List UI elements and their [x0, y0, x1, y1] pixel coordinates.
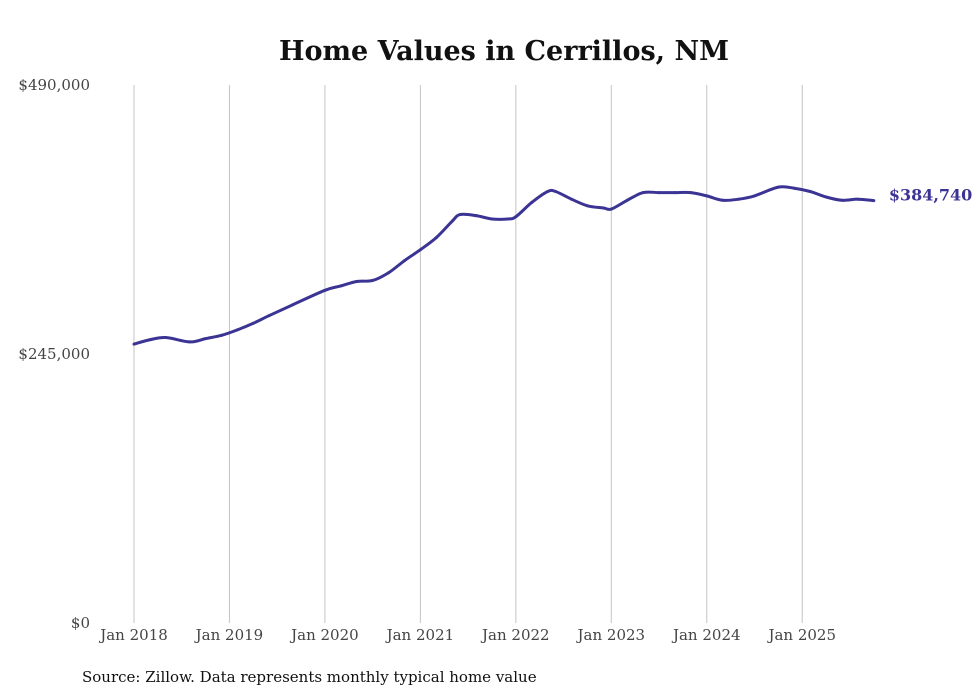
data-point [148, 338, 152, 342]
chart-title: Home Values in Cerrillos, NM [279, 36, 729, 67]
data-point [705, 194, 709, 198]
data-point [752, 194, 756, 198]
x-tick-label: Jan 2023 [576, 626, 646, 644]
data-point [434, 236, 438, 240]
series-line [133, 185, 874, 346]
x-tick-label: Jan 2021 [385, 626, 455, 644]
data-point [235, 328, 239, 332]
data-point [721, 198, 725, 202]
data-point [132, 342, 136, 346]
data-point [339, 284, 343, 288]
x-tick-label: Jan 2019 [194, 626, 264, 644]
data-point [808, 190, 812, 194]
x-tick-label: Jan 2018 [98, 626, 168, 644]
data-point [689, 191, 693, 195]
data-point [792, 186, 796, 190]
data-point [601, 206, 605, 210]
data-point [514, 215, 518, 219]
data-point [402, 259, 406, 263]
data-point [204, 337, 208, 341]
data-point [657, 191, 661, 195]
data-point [856, 197, 860, 201]
data-point [824, 195, 828, 199]
data-point [251, 321, 255, 325]
data-point [840, 198, 844, 202]
y-tick-label: $0 [71, 614, 90, 632]
data-point [450, 219, 454, 223]
source-note: Source: Zillow. Data represents monthly … [82, 668, 537, 686]
y-tick-label: $490,000 [18, 76, 90, 94]
data-point [872, 199, 876, 203]
data-point [490, 217, 494, 221]
data-point [418, 248, 422, 252]
data-point [737, 197, 741, 201]
data-point [776, 185, 780, 189]
data-point [474, 214, 478, 218]
data-point [673, 191, 677, 195]
data-point [220, 333, 224, 337]
data-point [506, 217, 510, 221]
data-point [164, 336, 168, 340]
data-point [570, 197, 574, 201]
data-point [387, 271, 391, 275]
data-point [458, 213, 462, 217]
data-point [291, 303, 295, 307]
data-point [641, 191, 645, 195]
data-point [355, 280, 359, 284]
data-point [546, 190, 550, 194]
y-tick-label: $245,000 [18, 345, 90, 363]
data-point [530, 200, 534, 204]
data-point [188, 340, 192, 344]
data-point [323, 288, 327, 292]
x-tick-label: Jan 2022 [480, 626, 550, 644]
data-point [585, 204, 589, 208]
data-point [554, 190, 558, 194]
data-point [267, 314, 271, 318]
data-point [625, 198, 629, 202]
data-point [371, 278, 375, 282]
end-value-label: $384,740 [889, 186, 973, 205]
data-point [609, 207, 613, 211]
x-tick-label: Jan 2020 [289, 626, 359, 644]
x-tick-label: Jan 2025 [766, 626, 836, 644]
x-tick-label: Jan 2024 [671, 626, 741, 644]
